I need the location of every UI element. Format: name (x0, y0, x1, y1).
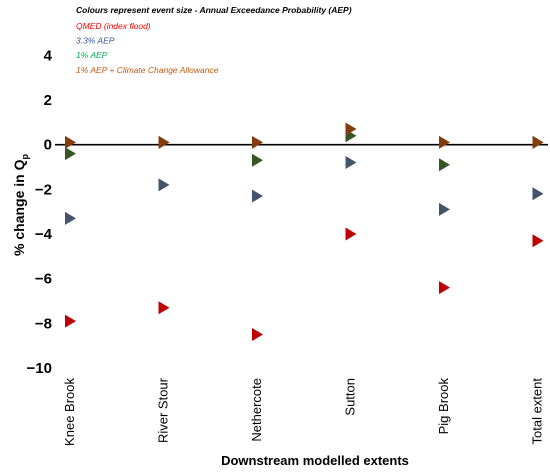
legend-entry: 1% AEP (76, 50, 108, 60)
y-tick-label: 2 (44, 92, 52, 109)
data-point (65, 211, 76, 225)
x-axis-ticks: Knee Brook River Stour Nethercote Sutton Pig… (62, 377, 545, 446)
data-point (532, 187, 544, 201)
y-tick-label: −2 (35, 181, 52, 198)
x-tick-label: Pig Brook (436, 378, 451, 435)
y-axis-title-subscript: p (20, 154, 30, 160)
y-tick-label: −6 (35, 271, 52, 288)
data-point (158, 135, 170, 149)
x-tick-label: Total extent (530, 378, 545, 445)
y-axis-title: % change in Qp (11, 154, 30, 256)
legend: Colours represent event size - Annual Ex… (76, 5, 352, 75)
data-point (439, 202, 450, 216)
legend-entries: QMED (index flood) 3.3% AEP 1% AEP 1% AEP +… (76, 21, 219, 75)
data-point (65, 135, 76, 149)
data-point (439, 158, 450, 172)
y-tick-label: −8 (35, 315, 52, 332)
data-point (252, 153, 263, 167)
x-tick-label: Sutton (343, 378, 358, 416)
y-tick-label: −10 (27, 360, 52, 377)
data-point (439, 281, 450, 295)
y-tick-label: 0 (44, 137, 52, 154)
legend-entry: 1% AEP + Climate Change Allowance (76, 65, 219, 75)
data-point (158, 178, 170, 192)
y-tick-label: 4 (44, 47, 53, 64)
data-point (345, 227, 357, 241)
data-point (345, 156, 357, 170)
x-tick-label: Knee Brook (62, 378, 77, 446)
data-point (345, 122, 357, 136)
x-tick-label: River Stour (156, 377, 171, 443)
data-point (252, 135, 263, 149)
y-axis-ticks: 4 2 0 −2 −4 −6 −8 −10 (27, 47, 53, 377)
data-point (252, 189, 263, 203)
legend-title: Colours represent event size - Annual Ex… (76, 5, 352, 15)
data-markers (65, 122, 544, 341)
data-point (158, 301, 170, 315)
x-axis-title: Downstream modelled extents (221, 453, 409, 468)
data-point (532, 234, 544, 248)
data-point (532, 135, 544, 149)
y-axis-title-main: % change in Q (11, 159, 27, 256)
x-tick-label: Nethercote (249, 378, 264, 442)
data-point (65, 147, 76, 161)
legend-entry: QMED (index flood) (76, 21, 151, 31)
data-point (252, 328, 263, 341)
y-tick-label: −4 (35, 226, 53, 243)
data-point (439, 135, 450, 149)
legend-entry: 3.3% AEP (76, 36, 115, 46)
data-point (65, 314, 76, 328)
